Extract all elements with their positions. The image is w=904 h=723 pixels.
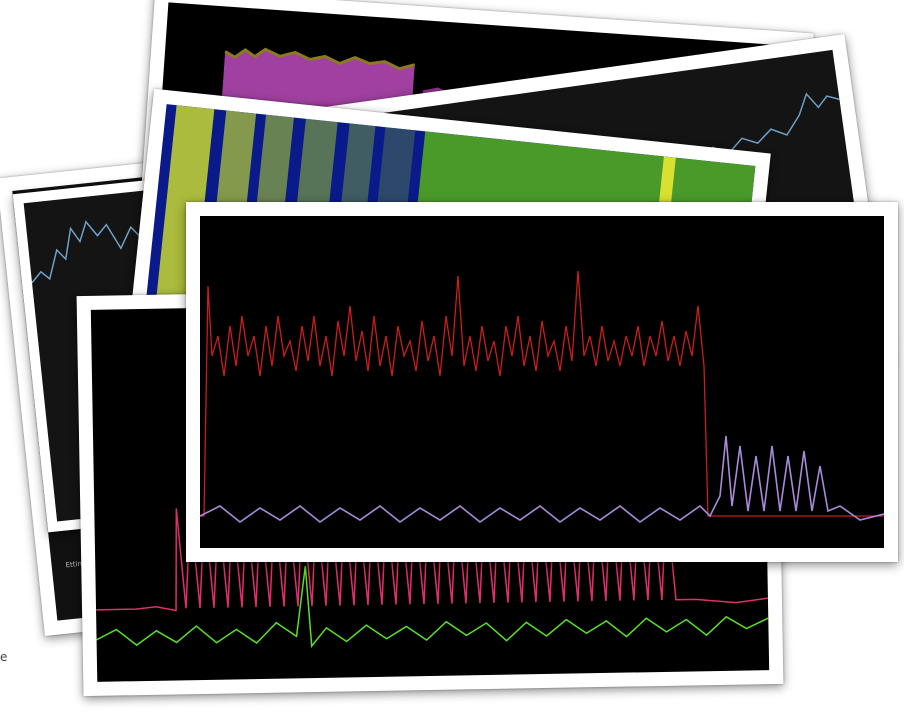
green-trace [96,566,769,649]
pink-trace [96,499,769,612]
pink-green-plot [96,499,769,649]
plot-area [90,298,770,682]
tiny-label: Ettin [65,559,83,570]
multi-color-noise-floor [200,435,884,523]
photo-pink-green-traces [76,283,784,697]
red-trace [200,270,884,517]
edge-text: e [0,650,8,664]
photo-red-main-trace [186,202,898,562]
olive-histogram-top [224,47,416,71]
plot-area [200,216,884,548]
red-trace-plot [200,270,884,523]
